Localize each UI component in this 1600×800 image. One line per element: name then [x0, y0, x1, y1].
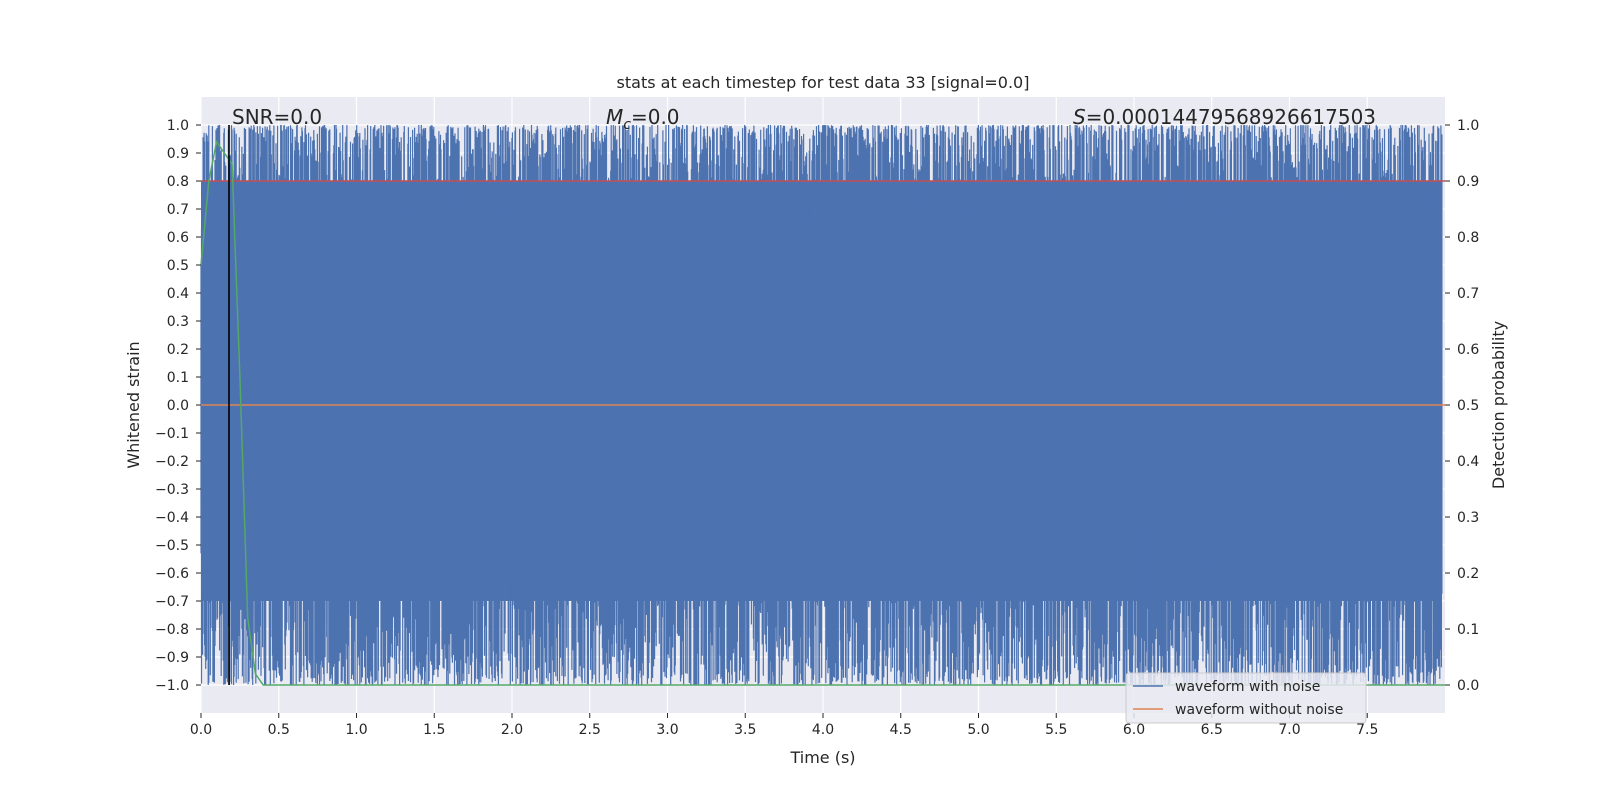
y-left-axis-label: Whitened strain — [124, 341, 143, 468]
x-tick-label-2: 1.0 — [345, 722, 367, 738]
x-tick-label-11: 5.5 — [1045, 722, 1067, 738]
noise-waveform-path — [200, 125, 1443, 685]
x-tick-label-14: 7.0 — [1278, 722, 1300, 738]
y-right-tick-label-0: 1.0 — [1457, 118, 1479, 134]
series-lines — [200, 125, 1445, 686]
y-left-tick-label-17: −0.7 — [155, 594, 189, 610]
y-left-tick-labels: 1.0 0.9 0.8 0.7 0.6 0.5 0.4 0.3 0.2 0.1 0.0 −0.1 −0.… — [155, 118, 201, 694]
x-tick-label-6: 3.0 — [656, 722, 678, 738]
x-tick-label-4: 2.0 — [501, 722, 523, 738]
y-left-tick-label-6: 0.4 — [167, 286, 189, 302]
x-tick-labels: 0.0 0.5 1.0 1.5 2.0 2.5 3.0 3.5 4.0 4.5 5.0 5.5 6.0 6… — [190, 713, 1378, 738]
detection-probability-line — [200, 139, 1445, 686]
y-right-tick-label-4: 0.6 — [1457, 342, 1479, 358]
series-waveform-with-noise — [200, 125, 1443, 685]
y-left-tick-label-2: 0.8 — [167, 174, 189, 190]
x-tick-label-10: 5.0 — [967, 722, 989, 738]
snr-annotation: SNR=0.0 — [232, 105, 322, 129]
s-annotation: S=0.00014479568926617503 — [1073, 105, 1376, 129]
legend-box — [1125, 672, 1367, 724]
y-left-tick-label-4: 0.6 — [167, 230, 189, 246]
y-left-tick-label-10: 0.0 — [167, 398, 189, 414]
y-right-tick-labels: 1.0 0.9 0.8 0.7 0.6 0.5 0.4 0.3 0.2 0.1 0.0 — [1445, 118, 1479, 694]
y-left-tick-label-14: −0.4 — [155, 510, 189, 526]
x-tick-label-12: 6.0 — [1123, 722, 1145, 738]
y-left-tick-label-15: −0.5 — [155, 538, 189, 554]
legend: waveform with noise waveform without noi… — [1125, 672, 1367, 724]
y-right-tick-label-2: 0.8 — [1457, 230, 1479, 246]
y-left-tick-label-13: −0.3 — [155, 482, 189, 498]
chart-title: stats at each timestep for test data 33 … — [617, 73, 1030, 92]
y-left-tick-label-12: −0.2 — [155, 454, 189, 470]
y-right-tick-label-7: 0.3 — [1457, 510, 1479, 526]
x-tick-label-15: 7.5 — [1356, 722, 1378, 738]
x-tick-label-7: 3.5 — [734, 722, 756, 738]
y-left-tick-label-11: −0.1 — [155, 426, 189, 442]
y-right-axis-label: Detection probability — [1489, 321, 1508, 489]
legend-label-noise: waveform with noise — [1175, 679, 1320, 695]
legend-label-clean: waveform without noise — [1175, 702, 1343, 718]
y-left-tick-label-0: 1.0 — [167, 118, 189, 134]
y-right-tick-label-1: 0.9 — [1457, 174, 1479, 190]
y-right-tick-label-10: 0.0 — [1457, 678, 1479, 694]
y-left-tick-label-7: 0.3 — [167, 314, 189, 330]
x-tick-label-8: 4.0 — [812, 722, 834, 738]
y-left-tick-label-18: −0.8 — [155, 622, 189, 638]
x-tick-label-1: 0.5 — [268, 722, 290, 738]
y-right-tick-label-9: 0.1 — [1457, 622, 1479, 638]
x-axis-label: Time (s) — [789, 748, 855, 767]
x-tick-label-13: 6.5 — [1201, 722, 1223, 738]
x-tick-label-9: 4.5 — [890, 722, 912, 738]
y-left-tick-label-20: −1.0 — [155, 678, 189, 694]
y-left-tick-label-9: 0.1 — [167, 370, 189, 386]
y-right-tick-label-8: 0.2 — [1457, 566, 1479, 582]
x-tick-label-3: 1.5 — [423, 722, 445, 738]
y-left-tick-label-19: −0.9 — [155, 650, 189, 666]
x-tick-label-5: 2.5 — [579, 722, 601, 738]
y-right-tick-label-6: 0.4 — [1457, 454, 1479, 470]
y-left-tick-label-3: 0.7 — [167, 202, 189, 218]
y-right-tick-label-3: 0.7 — [1457, 286, 1479, 302]
y-left-tick-label-5: 0.5 — [167, 258, 189, 274]
y-right-tick-label-5: 0.5 — [1457, 398, 1479, 414]
mc-annotation: Mc=0.0 — [606, 105, 680, 133]
y-left-tick-label-1: 0.9 — [167, 146, 189, 162]
y-left-tick-label-16: −0.6 — [155, 566, 189, 582]
x-tick-label-0: 0.0 — [190, 722, 212, 738]
y-left-tick-label-8: 0.2 — [167, 342, 189, 358]
